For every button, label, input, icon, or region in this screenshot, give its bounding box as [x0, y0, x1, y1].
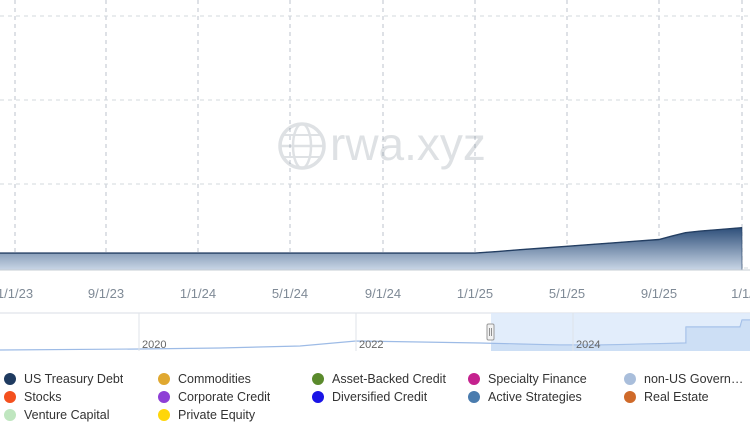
- legend-item-real-estate[interactable]: Real Estate: [624, 388, 709, 406]
- chart-legend: US Treasury Debt Commodities Asset-Backed …: [0, 368, 750, 430]
- legend-label: Real Estate: [644, 390, 709, 404]
- legend-label: Commodities: [178, 372, 251, 386]
- legend-swatch: [624, 391, 636, 403]
- legend-swatch: [158, 373, 170, 385]
- legend-label: Corporate Credit: [178, 390, 271, 404]
- legend-item-non-us-governme[interactable]: non-US Governme...: [624, 370, 748, 388]
- rwa-watermark: rwa.xyz: [278, 118, 486, 170]
- x-tick-label: 9/1/23: [88, 286, 124, 301]
- legend-label: US Treasury Debt: [24, 372, 124, 386]
- legend-item-asset-backed-credit[interactable]: Asset-Backed Credit: [312, 370, 446, 388]
- legend-label: Active Strategies: [488, 390, 582, 404]
- legend-label: Specialty Finance: [488, 372, 587, 386]
- area-series: [0, 227, 743, 271]
- legend-item-corporate-credit[interactable]: Corporate Credit: [158, 388, 270, 406]
- legend-label: Asset-Backed Credit: [332, 372, 446, 386]
- navigator-year-label: 2020: [142, 339, 166, 351]
- legend-swatch: [312, 373, 324, 385]
- x-tick-label: 1/1/25: [457, 286, 493, 301]
- x-tick-label: 1/1/: [731, 286, 750, 301]
- legend-swatch: [4, 391, 16, 403]
- navigator-year-label: 2022: [359, 339, 383, 351]
- x-axis: 1/1/23 9/1/23 1/1/24 5/1/24 9/1/24 1/1/25 5/1/…: [0, 269, 750, 301]
- legend-item-private-equity[interactable]: Private Equity: [158, 406, 255, 424]
- x-tick-label: 9/1/25: [641, 286, 677, 301]
- navigator-series-fill: [491, 320, 750, 351]
- stacked-area-chart[interactable]: rwa.xyz 1/1/23 9/1/23 1/1/24 5/1/24 9/1/24 1/…: [0, 0, 750, 365]
- legend-swatch: [468, 391, 480, 403]
- legend-item-venture-capital[interactable]: Venture Capital: [4, 406, 109, 424]
- x-tick-label: 5/1/24: [272, 286, 308, 301]
- legend-item-active-strategies[interactable]: Active Strategies: [468, 388, 582, 406]
- watermark-text: rwa.xyz: [330, 118, 486, 170]
- legend-label: Venture Capital: [24, 408, 110, 422]
- legend-item-us-treasury-debt[interactable]: US Treasury Debt: [4, 370, 123, 388]
- x-tick-label: 5/1/25: [549, 286, 585, 301]
- legend-item-diversified-credit[interactable]: Diversified Credit: [312, 388, 427, 406]
- legend-item-commodities[interactable]: Commodities: [158, 370, 251, 388]
- navigator-year-label: 2024: [576, 339, 600, 351]
- area-us-treasury-debt[interactable]: [0, 227, 743, 271]
- x-tick-label: 1/1/24: [180, 286, 216, 301]
- legend-item-specialty-finance[interactable]: Specialty Finance: [468, 370, 587, 388]
- x-tick-label: 9/1/24: [365, 286, 401, 301]
- legend-label: Private Equity: [178, 408, 256, 422]
- legend-item-stocks[interactable]: Stocks: [4, 388, 62, 406]
- legend-label: non-US Governme...: [644, 372, 748, 386]
- x-tick-label: 1/1/23: [0, 286, 33, 301]
- legend-swatch: [4, 373, 16, 385]
- navigator-handle-left[interactable]: [486, 323, 495, 341]
- legend-swatch: [4, 409, 16, 421]
- range-navigator[interactable]: 2020 2022 2024: [0, 312, 750, 351]
- legend-swatch: [312, 391, 324, 403]
- legend-swatch: [624, 373, 636, 385]
- legend-swatch: [158, 409, 170, 421]
- total-outline: [0, 227, 743, 254]
- legend-swatch: [158, 391, 170, 403]
- legend-swatch: [468, 373, 480, 385]
- legend-label: Stocks: [24, 390, 62, 404]
- legend-label: Diversified Credit: [332, 390, 428, 404]
